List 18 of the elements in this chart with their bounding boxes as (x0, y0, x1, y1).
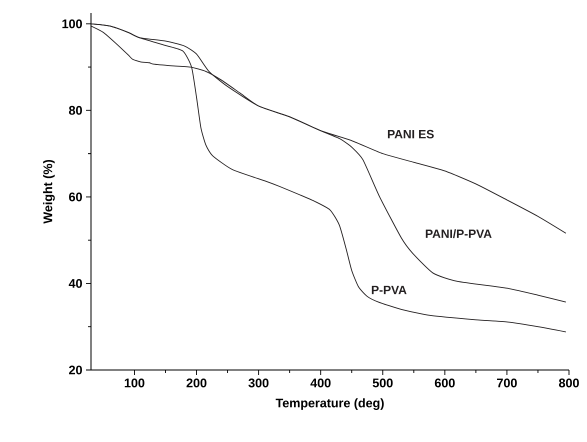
x-tick-label: 300 (248, 378, 269, 388)
x-tick-label: 500 (372, 378, 393, 388)
y-axis-title: Weight (%) (43, 160, 55, 224)
x-tick-label: 400 (310, 378, 331, 388)
y-tick-label: 40 (68, 279, 82, 288)
x-tick-label: 600 (434, 378, 455, 388)
x-tick-label: 100 (124, 378, 144, 388)
x-tick-label: 700 (497, 378, 517, 388)
x-axis-title: Temperature (deg) (276, 398, 384, 410)
series-label: P-PVA (372, 286, 407, 294)
series-label: PANI ES (388, 130, 434, 138)
y-tick-label: 20 (69, 366, 82, 374)
y-tick-label: 100 (62, 19, 82, 28)
x-tick-label: 200 (186, 378, 206, 388)
series-label: PANI/P-PVA (426, 229, 492, 238)
y-tick-label: 80 (68, 106, 82, 115)
x-tick-label: 800 (558, 378, 579, 388)
y-tick-label: 60 (69, 192, 82, 202)
